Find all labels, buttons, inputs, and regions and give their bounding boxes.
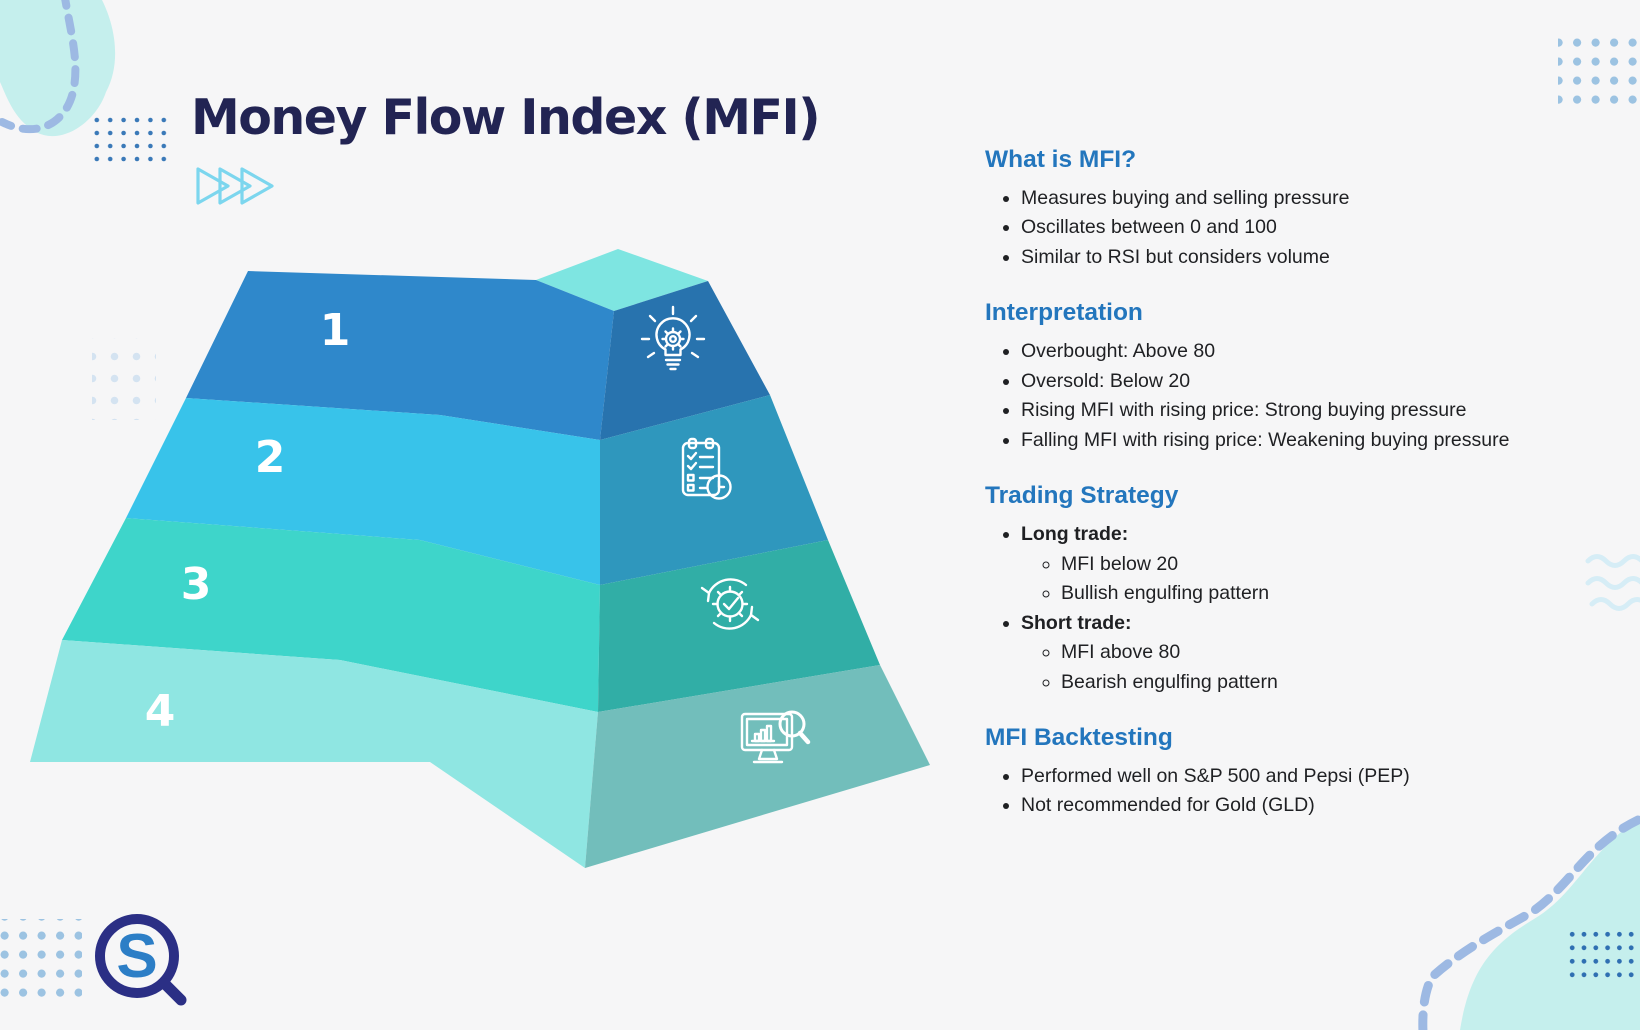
top-left-blob <box>0 0 116 137</box>
list-item-label: Long trade: <box>1021 523 1129 546</box>
top-left-dashed-curve <box>0 0 80 134</box>
page-title: Money Flow Index (MFI) <box>191 89 821 146</box>
pyramid-level-3-left-face <box>62 518 600 712</box>
section-interpretation: Interpretation Overbought: Above 80 Over… <box>985 297 1533 455</box>
bottom-left-dot-grid <box>0 919 82 1003</box>
triangle-arrows <box>196 167 274 205</box>
list-item: Not recommended for Gold (GLD) <box>1021 791 1533 821</box>
list-item: Performed well on S&P 500 and Pepsi (PEP… <box>1021 762 1533 792</box>
checklist-clock-icon <box>681 437 732 500</box>
pyramid-level-4-left-face <box>30 640 598 868</box>
pyramid-level-4-number: 4 <box>144 686 176 737</box>
pyramid-level-1-number: 1 <box>319 305 351 356</box>
pyramid-level-3-number: 3 <box>180 559 212 610</box>
content-column: What is MFI? Measures buying and selling… <box>985 144 1533 846</box>
sub-bullet-list: MFI below 20 Bullish engulfing pattern <box>1021 550 1533 609</box>
bullet-list: Measures buying and selling pressure Osc… <box>985 184 1533 273</box>
list-item-label: Short trade: <box>1021 611 1132 634</box>
idea-bulb-gear-icon <box>640 305 706 371</box>
bottom-right-dot-grid <box>1568 929 1640 981</box>
list-item: MFI above 80 <box>1061 638 1533 668</box>
section-heading: What is MFI? <box>985 146 1137 173</box>
logo-ring <box>95 914 179 998</box>
pyramid-level-2-right-face <box>600 395 828 585</box>
list-item: Falling MFI with rising price: Weakening… <box>1021 426 1533 456</box>
pyramid-level-1-right-face <box>600 281 770 440</box>
logo: S <box>95 914 187 1006</box>
list-item: Measures buying and selling pressure <box>1021 184 1533 214</box>
section-trading-strategy: Trading Strategy Long trade: MFI below 2… <box>985 480 1533 697</box>
wave-lines <box>1585 554 1640 611</box>
sub-bullet-list: MFI above 80 Bearish engulfing pattern <box>1021 638 1533 697</box>
top-right-dot-grid <box>1558 34 1640 108</box>
left-middle-dot-grid <box>92 338 156 420</box>
list-item: Overbought: Above 80 <box>1021 337 1533 367</box>
list-item: Bearish engulfing pattern <box>1061 668 1533 698</box>
logo-magnifier-handle <box>159 978 187 1006</box>
list-item-long-trade: Long trade: MFI below 20 Bullish engulfi… <box>1021 520 1533 609</box>
bullet-list: Overbought: Above 80 Oversold: Below 20 … <box>985 337 1533 455</box>
pyramid <box>30 249 930 868</box>
monitor-chart-magnifier-icon <box>740 710 811 764</box>
bullet-list: Long trade: MFI below 20 Bullish engulfi… <box>985 520 1533 697</box>
section-heading: MFI Backtesting <box>985 724 1173 752</box>
pyramid-level-2-left-face <box>126 398 600 585</box>
sync-gear-check-icon <box>700 578 760 630</box>
pyramid-cap-face <box>536 249 708 311</box>
bottom-right-dashed-curve <box>1418 815 1640 1030</box>
list-item: Rising MFI with rising price: Strong buy… <box>1021 396 1533 426</box>
list-item: Bullish engulfing pattern <box>1061 579 1533 609</box>
list-item: MFI below 20 <box>1061 550 1533 580</box>
list-item: Oscillates between 0 and 100 <box>1021 213 1533 243</box>
list-item: Similar to RSI but considers volume <box>1021 243 1533 273</box>
title-dot-grid <box>92 112 170 162</box>
bullet-list: Performed well on S&P 500 and Pepsi (PEP… <box>985 762 1533 821</box>
list-item: Oversold: Below 20 <box>1021 367 1533 397</box>
pyramid-level-4-right-face <box>585 665 930 868</box>
section-what-is-mfi: What is MFI? Measures buying and selling… <box>985 144 1533 272</box>
section-heading: Trading Strategy <box>985 482 1179 510</box>
list-item-short-trade: Short trade: MFI above 80 Bearish engulf… <box>1021 609 1533 698</box>
section-mfi-backtesting: MFI Backtesting Performed well on S&P 50… <box>985 722 1533 821</box>
pyramid-level-1-left-face <box>186 271 614 440</box>
pyramid-level-2-number: 2 <box>254 432 286 483</box>
bottom-right-blob <box>1460 818 1640 1030</box>
logo-letter: S <box>116 922 157 991</box>
section-heading: Interpretation <box>985 299 1143 327</box>
